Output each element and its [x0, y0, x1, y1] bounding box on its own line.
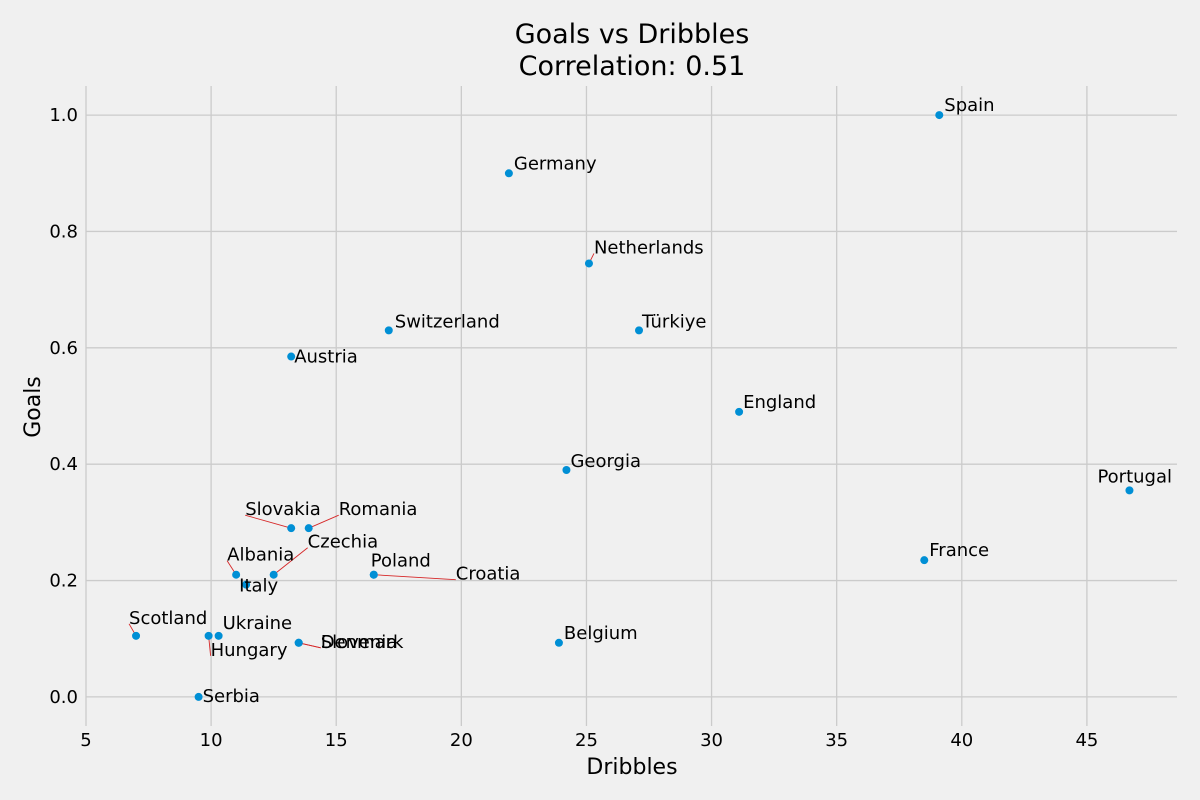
y-tick-label: 0.4: [49, 454, 78, 475]
leader-line: [245, 514, 292, 529]
point-label: Georgia: [570, 451, 641, 472]
x-tick-label: 5: [80, 730, 91, 751]
y-axis-label: Goals: [21, 376, 46, 438]
data-point: [562, 466, 571, 474]
point-label: Belgium: [564, 623, 638, 644]
point-label: France: [929, 540, 989, 561]
tick-labels: 5 10 15 20 25 30 35 40 45 0.0 0.2 0.4 0.6 0.8 1.0: [49, 105, 1098, 751]
point-label: Germany: [514, 153, 597, 174]
data-point: [232, 570, 241, 579]
y-tick-label: 0.6: [49, 338, 78, 359]
point-label: Slovakia: [245, 499, 321, 520]
point-label: Portugal: [1097, 466, 1172, 487]
x-tick-label: 45: [1075, 730, 1098, 751]
point-label: Türkiye: [641, 311, 707, 332]
x-tick-label: 25: [575, 730, 598, 751]
data-point: [635, 326, 644, 335]
data-point: [304, 524, 313, 533]
point-label: Czechia: [308, 532, 378, 553]
point-label: Slovenia: [321, 632, 398, 653]
point-label: Albania: [227, 545, 294, 566]
data-point: [242, 580, 251, 589]
data-point: [294, 638, 303, 647]
data-point: [287, 352, 296, 361]
data-points: [132, 111, 1134, 701]
x-axis-label: Dribbles: [586, 755, 677, 780]
chart-subtitle: Correlation: 0.51: [519, 51, 746, 82]
leader-line: [273, 547, 308, 576]
data-point: [269, 570, 278, 579]
point-label: Hungary: [211, 640, 288, 661]
data-point: [504, 169, 513, 178]
data-point: [584, 259, 593, 268]
data-point: [214, 631, 223, 640]
label-leader-lines: [128, 253, 595, 656]
point-label: Switzerland: [395, 311, 500, 332]
y-tick-label: 0.2: [49, 571, 78, 592]
point-label: Romania: [339, 499, 418, 520]
data-point: [735, 407, 744, 416]
data-point: [1125, 486, 1134, 495]
data-point: [287, 524, 296, 533]
grid-lines: [85, 86, 1177, 726]
point-label: Netherlands: [594, 237, 704, 258]
point-label: Poland: [371, 551, 431, 572]
x-tick-label: 20: [450, 730, 473, 751]
point-label: Scotland: [129, 608, 207, 629]
point-label: Serbia: [203, 686, 260, 707]
x-tick-label: 40: [950, 730, 973, 751]
data-point: [935, 111, 944, 120]
y-tick-label: 0.0: [49, 687, 78, 708]
leader-line: [308, 514, 339, 529]
point-labels: Spain Germany Netherlands Switzerland Türkiy…: [129, 95, 1172, 707]
data-point: [132, 631, 141, 640]
point-label: Ukraine: [223, 613, 293, 634]
point-label: Denmark: [321, 632, 404, 653]
x-tick-label: 10: [200, 730, 223, 751]
x-tick-label: 30: [700, 730, 723, 751]
x-tick-label: 15: [325, 730, 348, 751]
point-label: Italy: [239, 576, 278, 597]
point-label: Croatia: [456, 564, 521, 585]
data-point: [369, 570, 378, 579]
data-point: [384, 326, 393, 335]
data-point: [204, 631, 213, 640]
x-tick-label: 35: [825, 730, 848, 751]
data-point: [194, 692, 203, 701]
y-tick-label: 1.0: [49, 105, 78, 126]
point-label: Spain: [944, 95, 994, 116]
point-label: England: [743, 392, 816, 413]
y-tick-label: 0.8: [49, 221, 78, 242]
chart-title: Goals vs Dribbles: [515, 19, 750, 50]
leader-line: [373, 574, 456, 581]
point-label: Austria: [294, 347, 358, 368]
data-point: [554, 638, 563, 647]
data-point: [920, 556, 929, 565]
